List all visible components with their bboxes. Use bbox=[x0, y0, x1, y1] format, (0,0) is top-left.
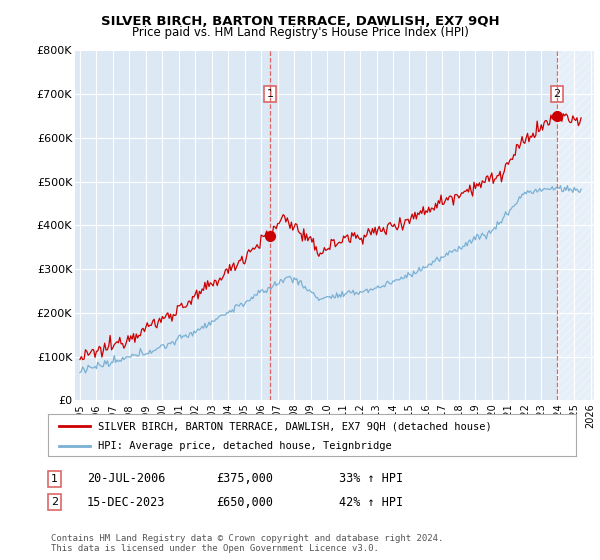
Text: 15-DEC-2023: 15-DEC-2023 bbox=[87, 496, 166, 509]
Text: £375,000: £375,000 bbox=[216, 472, 273, 486]
Text: 1: 1 bbox=[266, 89, 274, 99]
Text: 33% ↑ HPI: 33% ↑ HPI bbox=[339, 472, 403, 486]
Text: Price paid vs. HM Land Registry's House Price Index (HPI): Price paid vs. HM Land Registry's House … bbox=[131, 26, 469, 39]
Text: 1: 1 bbox=[51, 474, 58, 484]
Text: 2: 2 bbox=[554, 89, 560, 99]
Bar bbox=[557, 50, 594, 400]
Text: HPI: Average price, detached house, Teignbridge: HPI: Average price, detached house, Teig… bbox=[98, 441, 392, 451]
Text: 42% ↑ HPI: 42% ↑ HPI bbox=[339, 496, 403, 509]
Text: 2: 2 bbox=[51, 497, 58, 507]
Text: Contains HM Land Registry data © Crown copyright and database right 2024.
This d: Contains HM Land Registry data © Crown c… bbox=[51, 534, 443, 553]
Text: £650,000: £650,000 bbox=[216, 496, 273, 509]
Text: SILVER BIRCH, BARTON TERRACE, DAWLISH, EX7 9QH (detached house): SILVER BIRCH, BARTON TERRACE, DAWLISH, E… bbox=[98, 421, 492, 431]
Text: 20-JUL-2006: 20-JUL-2006 bbox=[87, 472, 166, 486]
Text: SILVER BIRCH, BARTON TERRACE, DAWLISH, EX7 9QH: SILVER BIRCH, BARTON TERRACE, DAWLISH, E… bbox=[101, 15, 499, 28]
